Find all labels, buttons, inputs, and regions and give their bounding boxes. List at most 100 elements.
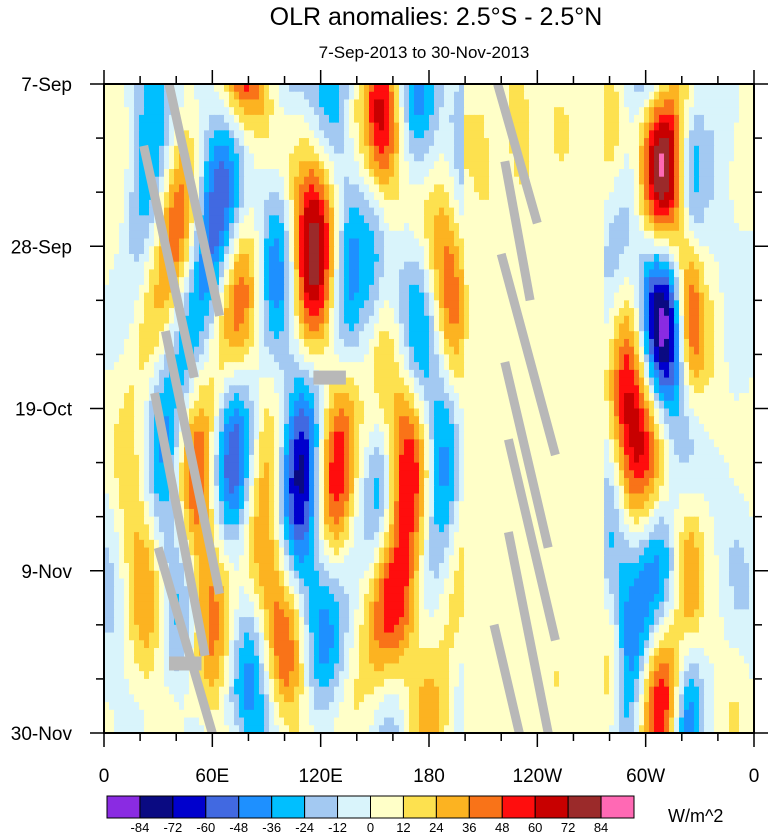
heatmap-cell bbox=[434, 338, 440, 348]
heatmap-cell bbox=[129, 161, 135, 170]
heatmap-cell bbox=[139, 346, 145, 356]
heatmap-cell bbox=[649, 130, 655, 139]
heatmap-cell bbox=[744, 300, 750, 309]
heatmap-cell bbox=[409, 300, 415, 309]
heatmap-cell bbox=[264, 145, 270, 155]
heatmap-cell bbox=[499, 114, 505, 124]
heatmap-cell bbox=[659, 107, 665, 116]
heatmap-cell bbox=[709, 91, 715, 101]
heatmap-cell bbox=[359, 207, 365, 216]
heatmap-cell bbox=[739, 130, 745, 139]
heatmap-cell bbox=[184, 107, 190, 116]
heatmap-cell bbox=[714, 207, 720, 216]
heatmap-cell bbox=[719, 161, 725, 170]
heatmap-cell bbox=[209, 138, 215, 147]
heatmap-cell bbox=[639, 269, 645, 278]
heatmap-cell bbox=[219, 192, 225, 201]
heatmap-cell bbox=[689, 130, 695, 139]
heatmap-cell bbox=[714, 192, 720, 201]
heatmap-cell bbox=[524, 369, 530, 379]
heatmap-cell bbox=[664, 199, 670, 209]
heatmap-cell bbox=[319, 199, 325, 209]
heatmap-cell bbox=[684, 277, 690, 286]
heatmap-cell bbox=[724, 176, 730, 186]
heatmap-cell bbox=[164, 269, 170, 278]
heatmap-cell bbox=[714, 277, 720, 286]
heatmap-cell bbox=[369, 277, 375, 286]
heatmap-cell bbox=[399, 199, 405, 209]
heatmap-cell bbox=[129, 323, 135, 332]
heatmap-cell bbox=[439, 138, 445, 147]
heatmap-cell bbox=[634, 284, 640, 294]
heatmap-cell bbox=[154, 362, 160, 371]
heatmap-cell bbox=[694, 122, 700, 131]
heatmap-cell bbox=[739, 354, 745, 363]
heatmap-cell bbox=[504, 207, 510, 216]
heatmap-cell bbox=[424, 292, 430, 301]
heatmap-cell bbox=[124, 269, 130, 278]
heatmap-cell bbox=[594, 346, 600, 356]
heatmap-cell bbox=[699, 308, 705, 317]
heatmap-cell bbox=[219, 223, 225, 232]
heatmap-cell bbox=[219, 277, 225, 286]
heatmap-cell bbox=[374, 253, 380, 263]
heatmap-cell bbox=[104, 223, 110, 232]
heatmap-cell bbox=[529, 168, 535, 178]
heatmap-cell bbox=[409, 277, 415, 286]
heatmap-cell bbox=[704, 184, 710, 193]
heatmap-cell bbox=[554, 354, 560, 363]
heatmap-cell bbox=[364, 246, 370, 255]
heatmap-cell bbox=[214, 176, 220, 186]
heatmap-cell bbox=[459, 99, 465, 108]
heatmap-cell bbox=[729, 184, 735, 193]
heatmap-cell bbox=[284, 130, 290, 139]
heatmap-cell bbox=[509, 261, 515, 271]
heatmap-cell bbox=[674, 84, 680, 93]
heatmap-cell bbox=[219, 346, 225, 356]
heatmap-cell bbox=[219, 184, 225, 193]
heatmap-cell bbox=[329, 292, 335, 301]
heatmap-cell bbox=[324, 292, 330, 301]
heatmap-cell bbox=[169, 138, 175, 147]
heatmap-cell bbox=[104, 253, 110, 263]
heatmap-cell bbox=[229, 99, 235, 108]
heatmap-cell bbox=[129, 199, 135, 209]
heatmap-cell bbox=[289, 346, 295, 356]
heatmap-cell bbox=[239, 223, 245, 232]
heatmap-cell bbox=[319, 223, 325, 232]
heatmap-cell bbox=[174, 207, 180, 216]
heatmap-cell bbox=[244, 269, 250, 278]
heatmap-cell bbox=[439, 215, 445, 224]
heatmap-cell bbox=[529, 261, 535, 271]
heatmap-cell bbox=[719, 122, 725, 131]
heatmap-cell bbox=[659, 161, 665, 170]
heatmap-cell bbox=[199, 168, 205, 178]
heatmap-cell bbox=[474, 292, 480, 301]
heatmap-cell bbox=[699, 91, 705, 101]
heatmap-cell bbox=[444, 308, 450, 317]
heatmap-cell bbox=[529, 84, 535, 93]
heatmap-cell bbox=[639, 261, 645, 271]
heatmap-cell bbox=[504, 145, 510, 155]
heatmap-cell bbox=[434, 362, 440, 371]
heatmap-cell bbox=[524, 300, 530, 309]
heatmap-cell bbox=[344, 122, 350, 131]
heatmap-cell bbox=[279, 277, 285, 286]
heatmap-cell bbox=[714, 354, 720, 363]
heatmap-cell bbox=[539, 223, 545, 232]
heatmap-cell bbox=[104, 315, 110, 325]
heatmap-cell bbox=[474, 261, 480, 271]
heatmap-cell bbox=[394, 122, 400, 131]
heatmap-cell bbox=[214, 315, 220, 325]
heatmap-cell bbox=[419, 323, 425, 332]
heatmap-cell bbox=[624, 192, 630, 201]
heatmap-cell bbox=[704, 284, 710, 294]
heatmap-cell bbox=[369, 176, 375, 186]
heatmap-cell bbox=[599, 107, 605, 116]
heatmap-cell bbox=[219, 253, 225, 263]
heatmap-cell bbox=[379, 153, 385, 162]
heatmap-cell bbox=[659, 315, 665, 325]
heatmap-cell bbox=[604, 253, 610, 263]
heatmap-cell bbox=[249, 107, 255, 116]
heatmap-cell bbox=[419, 153, 425, 162]
